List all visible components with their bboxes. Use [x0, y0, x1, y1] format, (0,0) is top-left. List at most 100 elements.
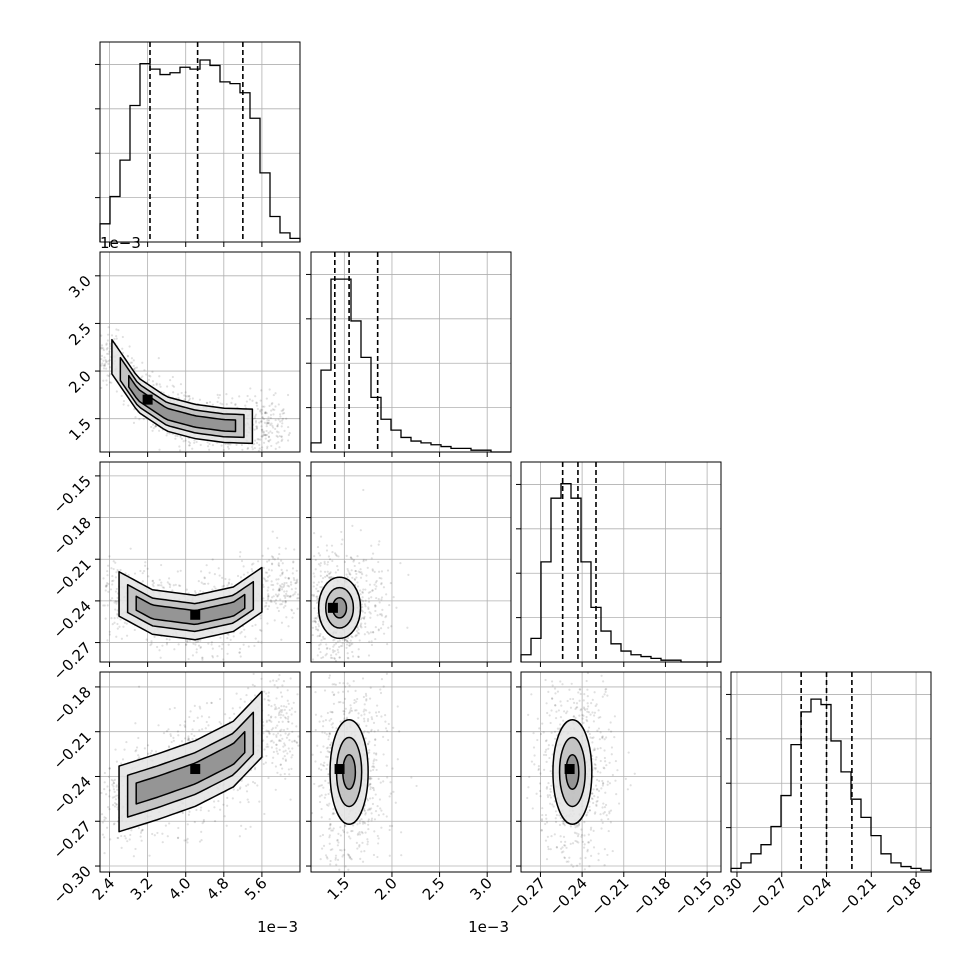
sample-point	[273, 708, 277, 711]
sample-point	[113, 621, 116, 624]
sample-point	[287, 747, 290, 750]
sample-point	[594, 758, 597, 761]
sample-point	[609, 730, 613, 733]
sample-point	[201, 657, 204, 660]
sample-point	[364, 588, 367, 591]
sample-point	[158, 375, 161, 378]
sample-point	[320, 807, 323, 811]
sample-point	[235, 443, 238, 446]
sample-point	[358, 843, 361, 847]
sample-point	[188, 444, 191, 447]
sample-point	[375, 704, 379, 707]
sample-point	[186, 640, 189, 643]
sample-point	[172, 391, 175, 394]
sample-point	[137, 736, 140, 740]
sample-point	[268, 559, 271, 562]
sample-point	[328, 719, 331, 722]
sample-point	[547, 781, 550, 785]
sample-point	[113, 778, 116, 781]
sample-point	[267, 713, 270, 717]
sample-point	[367, 597, 370, 600]
sample-point	[168, 638, 171, 641]
sample-point	[165, 641, 169, 645]
sample-point	[386, 569, 390, 572]
sample-point	[199, 570, 203, 573]
sample-point	[269, 740, 272, 743]
sample-point	[106, 564, 110, 567]
sample-point	[277, 563, 280, 566]
sample-point	[198, 729, 201, 732]
sample-point	[283, 583, 286, 586]
sample-point	[354, 689, 357, 692]
sample-point	[375, 714, 378, 718]
sample-point	[565, 846, 568, 849]
sample-point	[121, 758, 125, 761]
sample-point	[319, 751, 322, 754]
sample-point	[151, 429, 154, 432]
sample-point	[362, 710, 365, 713]
sample-point	[294, 591, 297, 594]
sample-point	[319, 650, 322, 654]
sample-point	[327, 792, 330, 796]
sample-point	[370, 730, 373, 733]
sample-point	[287, 577, 290, 580]
sample-point	[598, 779, 601, 783]
sample-point	[225, 393, 228, 396]
sample-point	[325, 767, 328, 771]
sample-point	[104, 358, 107, 362]
sample-point	[135, 749, 138, 752]
sample-point	[603, 806, 607, 809]
sample-point	[122, 403, 125, 406]
sample-point	[544, 750, 547, 753]
sample-point	[356, 697, 359, 701]
sample-point	[554, 817, 557, 820]
sample-point	[361, 596, 364, 599]
sample-point	[568, 688, 571, 691]
sample-point	[579, 857, 582, 860]
sample-point	[224, 713, 227, 716]
sample-point	[567, 860, 570, 863]
sample-point	[360, 818, 363, 821]
sample-point	[312, 585, 315, 588]
sample-point	[551, 803, 554, 806]
sample-point	[385, 672, 388, 675]
sample-point	[570, 682, 573, 685]
sample-point	[129, 833, 132, 837]
sample-point	[212, 800, 216, 803]
sample-point	[171, 375, 174, 379]
sample-point	[541, 807, 544, 810]
sample-point	[260, 410, 263, 413]
sample-point	[161, 841, 164, 844]
sample-point	[184, 391, 187, 394]
sample-point	[389, 781, 392, 784]
sample-point	[271, 402, 274, 405]
sample-point	[287, 425, 290, 429]
sample-point	[547, 690, 550, 693]
sample-point	[115, 635, 118, 638]
sample-point	[207, 582, 210, 585]
sample-point	[608, 761, 611, 764]
sample-point	[120, 394, 123, 397]
sample-point	[312, 581, 316, 584]
sample-point	[179, 435, 182, 438]
sample-point	[316, 545, 320, 549]
sample-point	[267, 435, 271, 438]
sample-point	[329, 746, 332, 750]
sample-point	[241, 448, 244, 451]
sample-point	[156, 831, 159, 835]
sample-point	[276, 732, 280, 735]
sample-point	[327, 738, 330, 741]
sample-point	[597, 789, 601, 793]
sample-point	[359, 529, 362, 532]
sample-point	[283, 429, 286, 432]
sample-point	[116, 596, 119, 599]
sample-point	[227, 581, 230, 584]
sample-point	[100, 813, 104, 816]
x-tick-label: 2.4	[89, 874, 119, 904]
sample-point	[326, 750, 329, 753]
sample-point	[173, 648, 176, 651]
sample-point	[282, 750, 285, 753]
sample-point	[372, 789, 376, 792]
sample-point	[287, 576, 290, 580]
sample-point	[255, 425, 259, 428]
